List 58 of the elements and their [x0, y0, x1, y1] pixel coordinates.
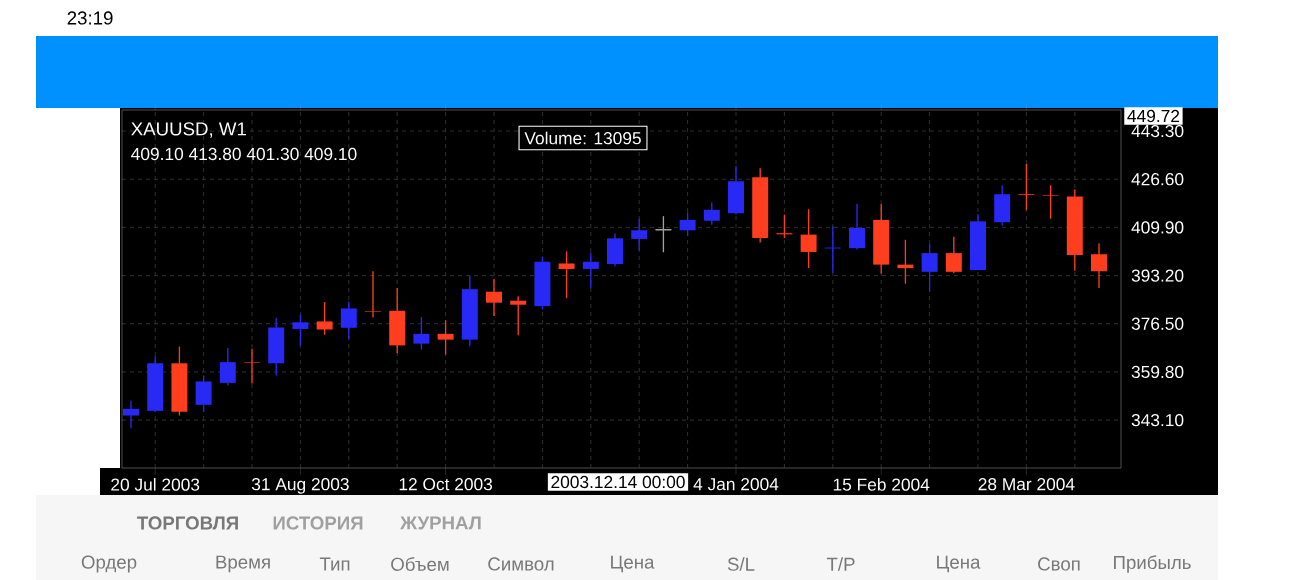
candlestick: [292, 314, 309, 347]
x-tick-label: 12 Oct 2003: [399, 478, 493, 491]
text: ИСТОРИЯ: [273, 516, 363, 530]
candlestick: [654, 215, 673, 253]
candlestick: [123, 400, 139, 429]
y-tick-label: 409.90: [1131, 221, 1184, 234]
annotation: Volume: 13095: [524, 131, 641, 145]
x-tick-label: 4 Jan 2004: [693, 478, 779, 491]
y-tick-label: 443.30: [1131, 124, 1184, 138]
candlestick: [486, 278, 502, 317]
candlestick: [219, 347, 236, 387]
x-tick-label: 31 Aug 2003: [251, 478, 349, 494]
text: 449.72: [1127, 109, 1180, 123]
y-tick-label: 426.60: [1131, 173, 1184, 186]
text: 409.10 413.80 401.30 409.10: [131, 147, 357, 161]
candlestick: [437, 319, 454, 356]
text: ЖУРНАЛ: [400, 516, 481, 530]
candlestick: [582, 251, 599, 289]
candlestick: [703, 201, 720, 226]
text: Ордер: [81, 555, 137, 573]
candlestick: [365, 270, 381, 319]
candlestick: [558, 250, 575, 299]
y-tick-label: 359.80: [1131, 365, 1184, 379]
candlestick: [1091, 242, 1107, 289]
text: 23:19: [67, 11, 113, 25]
y-tick-label: 393.20: [1131, 269, 1184, 282]
text: Цена: [937, 555, 981, 573]
x-tick-label: 28 Mar 2004: [978, 478, 1075, 491]
candlestick: [413, 316, 430, 351]
candlestick: [340, 300, 357, 341]
text: XAUUSD, W1: [131, 122, 246, 138]
candlestick: [1018, 163, 1035, 211]
candlestick: [945, 235, 962, 274]
y-tick-label: 343.10: [1131, 413, 1184, 427]
x-tick-label: 15 Feb 2004: [833, 478, 930, 491]
text: Объем: [391, 557, 449, 571]
text: Время: [216, 555, 270, 573]
text: S/L: [727, 557, 755, 571]
text: ТОРГОВЛЯ: [137, 516, 238, 530]
y-tick-label: 376.50: [1131, 317, 1184, 330]
candlestick: [244, 348, 260, 385]
candlestick: [800, 208, 817, 269]
text: Цена: [611, 555, 655, 573]
candlestick: [849, 203, 865, 251]
candlestick: [510, 295, 527, 336]
text: T/P: [826, 557, 855, 571]
text: Своп: [1038, 557, 1080, 571]
x-tick-label: 20 Jul 2003: [111, 478, 200, 491]
text: Тип: [319, 557, 350, 571]
candlestick: [195, 374, 212, 413]
text: Прибыль: [1114, 555, 1191, 573]
candlestick: [921, 243, 938, 293]
text: Символ: [488, 557, 554, 571]
candlestick: [1042, 184, 1059, 220]
candlestick: [631, 218, 648, 252]
text: 2003.12.14 00:00: [551, 475, 685, 489]
candlestick: [679, 211, 696, 237]
candlestick: [316, 301, 333, 336]
